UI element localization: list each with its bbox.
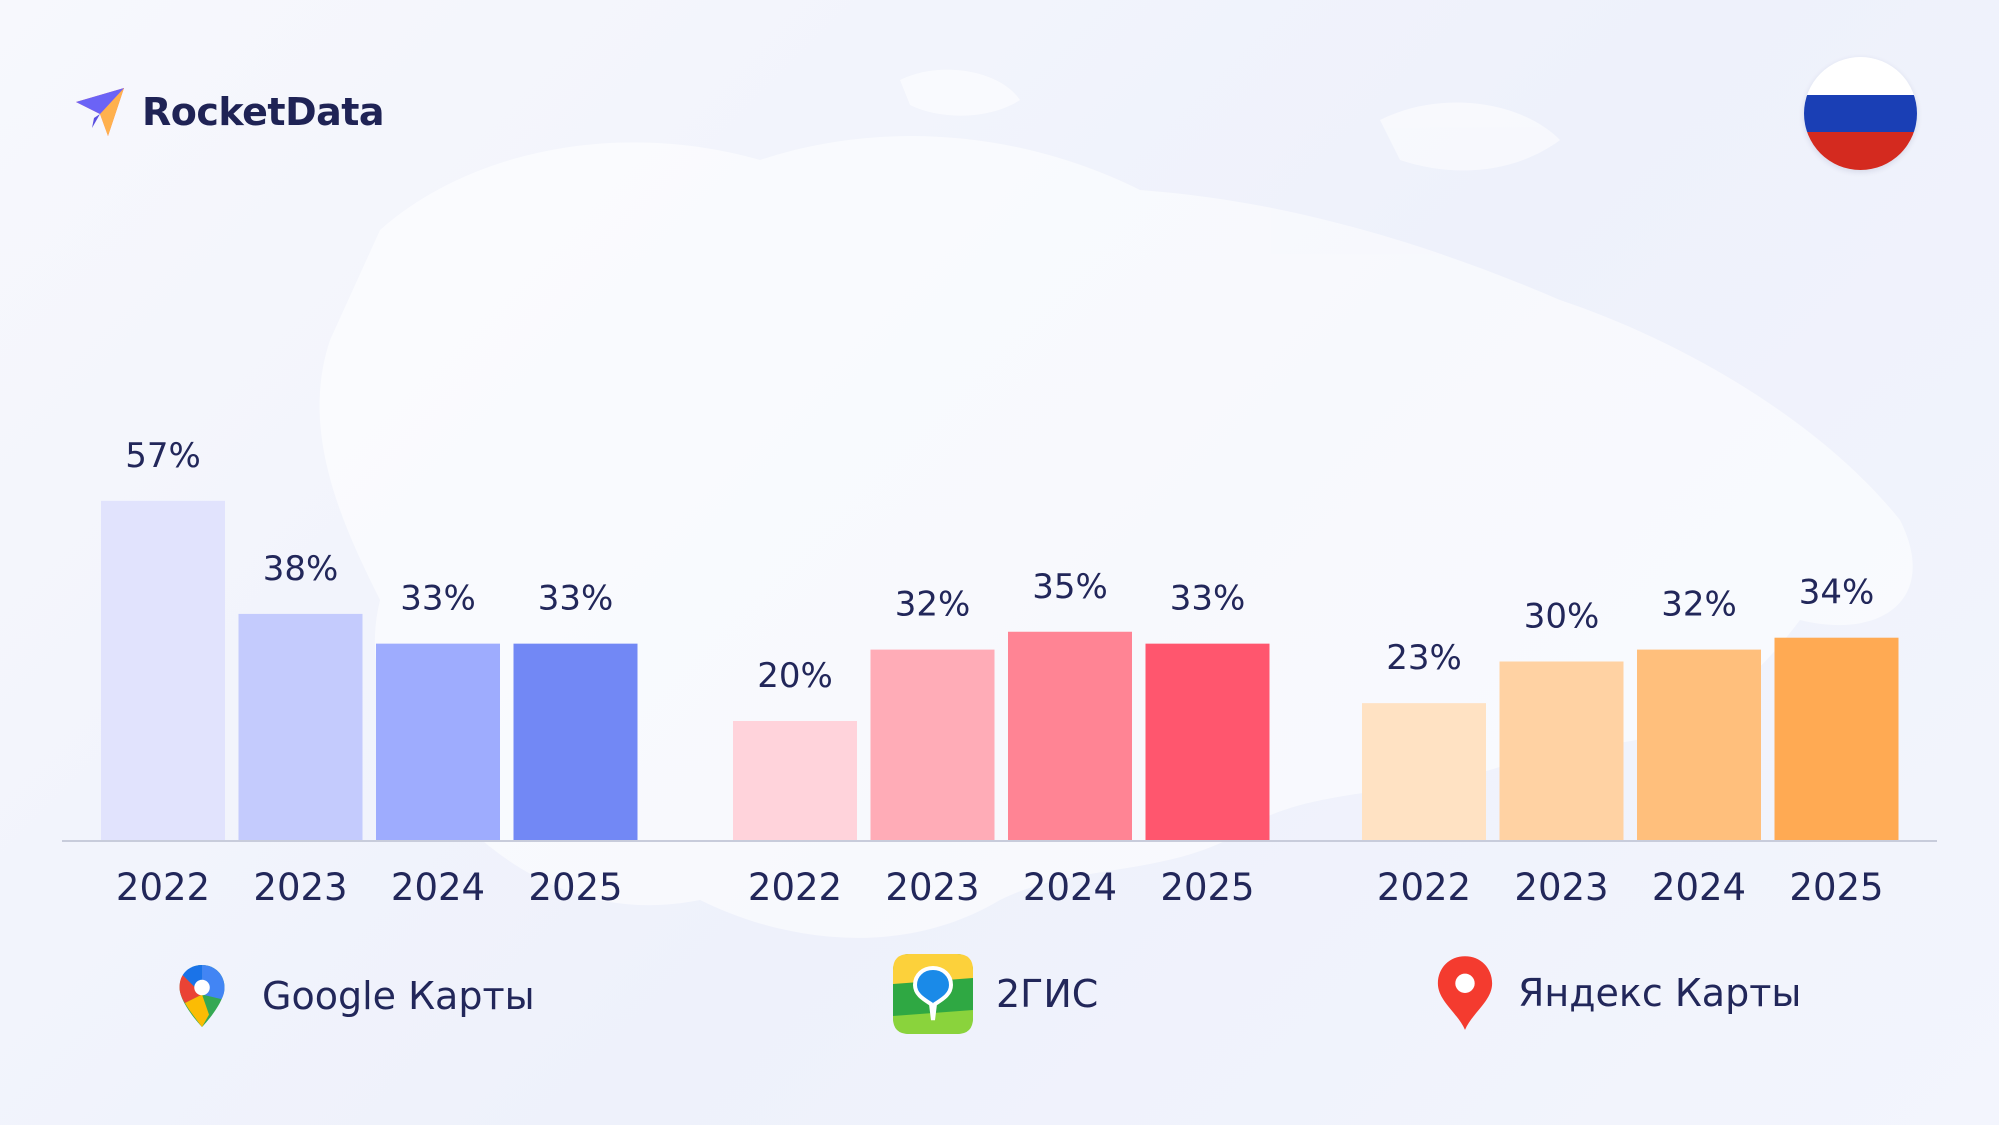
legend-label-2gis: 2ГИС — [996, 972, 1099, 1016]
bar-google-maps-2025 — [513, 643, 638, 840]
paper-plane-logo-icon — [76, 88, 124, 136]
bar-google-maps-2023 — [238, 613, 363, 840]
legend-label-yandex-maps: Яндекс Карты — [1518, 971, 1802, 1015]
x-tick-label-google-maps-2025: 2025 — [528, 866, 622, 909]
x-tick-label-2gis-2022: 2022 — [748, 866, 842, 909]
data-label-yandex-maps-2023: 30% — [1524, 597, 1600, 637]
bar-2gis-2025 — [1145, 643, 1270, 840]
bar-2gis-2023 — [870, 649, 995, 840]
bar-yandex-maps-2024 — [1637, 649, 1761, 840]
brand-name: RocketData — [142, 90, 385, 134]
bar-2gis-2024 — [1008, 631, 1132, 840]
flag-stripe-blue — [1804, 94, 1917, 133]
legend-item-2gis: 2ГИС — [892, 954, 1098, 1034]
x-tick-label-yandex-maps-2024: 2024 — [1652, 866, 1746, 909]
data-label-2gis-2023: 32% — [895, 585, 971, 625]
data-label-google-maps-2022: 57% — [125, 436, 201, 476]
data-label-yandex-maps-2024: 32% — [1661, 585, 1737, 625]
data-label-yandex-maps-2022: 23% — [1386, 638, 1462, 678]
bar-yandex-maps-2023 — [1499, 661, 1624, 840]
legend-item-google-maps: Google Карты — [178, 954, 535, 1038]
data-label-google-maps-2024: 33% — [400, 579, 476, 619]
bar-2gis-2022 — [733, 721, 857, 840]
x-tick-label-2gis-2025: 2025 — [1160, 866, 1254, 909]
x-tick-label-google-maps-2024: 2024 — [391, 866, 485, 909]
yandex-maps-pin-icon — [1437, 956, 1493, 1030]
data-label-2gis-2024: 35% — [1032, 567, 1108, 607]
x-tick-label-google-maps-2022: 2022 — [116, 866, 210, 909]
brand-logo: RocketData — [72, 84, 385, 140]
bar-yandex-maps-2025 — [1774, 637, 1899, 840]
x-tick-label-2gis-2023: 2023 — [885, 866, 979, 909]
data-label-yandex-maps-2025: 34% — [1799, 573, 1875, 613]
x-tick-label-google-maps-2023: 2023 — [253, 866, 347, 909]
bar-google-maps-2024 — [376, 643, 500, 840]
x-tick-label-yandex-maps-2025: 2025 — [1789, 866, 1883, 909]
data-label-2gis-2022: 20% — [757, 656, 833, 696]
bar-yandex-maps-2022 — [1362, 703, 1486, 840]
legend-label-google-maps: Google Карты — [262, 974, 535, 1018]
bar-google-maps-2022 — [101, 500, 225, 840]
2gis-app-icon — [893, 954, 973, 1034]
x-tick-label-2gis-2024: 2024 — [1023, 866, 1117, 909]
x-tick-label-yandex-maps-2022: 2022 — [1377, 866, 1471, 909]
legend-item-yandex-maps: Яндекс Карты — [1434, 954, 1801, 1032]
x-tick-label-yandex-maps-2023: 2023 — [1514, 866, 1608, 909]
data-label-2gis-2025: 33% — [1170, 579, 1246, 619]
google-maps-pin-icon — [179, 965, 225, 1027]
data-label-google-maps-2023: 38% — [263, 549, 339, 589]
data-label-google-maps-2025: 33% — [538, 579, 614, 619]
